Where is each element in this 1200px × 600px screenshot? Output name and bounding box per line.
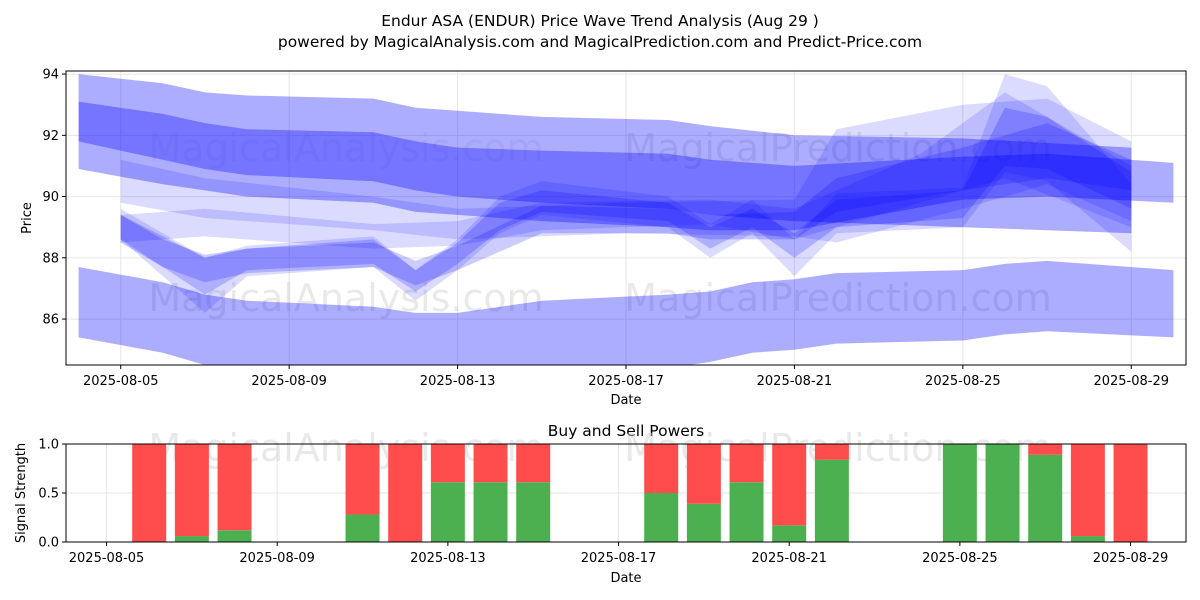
price-x-tick-label: 2025-08-17 [588,374,664,389]
signal-x-ticks: 2025-08-05 2025-08-09 2025-08-13 2025-08-17… [69,542,1169,566]
buy-bar [985,444,1020,542]
signal-x-tick-label: 2025-08-05 [69,551,145,566]
price-y-tick-label: 90 [42,190,59,205]
price-band-7 [120,107,1132,295]
price-band-6 [120,74,1132,313]
signal-x-tick-label: 2025-08-09 [239,551,315,566]
price-y-tick-label: 86 [42,313,59,328]
buy-bar [814,459,849,542]
buy-bar [686,503,721,542]
buy-bar [430,482,465,542]
price-band-2 [78,101,1174,231]
buy-bar [772,525,807,542]
signal-x-tick-label: 2025-08-17 [581,551,657,566]
sell-bar [217,444,252,531]
buy-bar [473,482,508,542]
buy-bar [644,493,679,542]
price-chart: MagicalAnalysis.com MagicalPrediction.co… [20,68,1187,408]
signal-chart: Buy and Sell Powers MagicalAnalysis.com … [14,422,1187,586]
signal-chart-title: Buy and Sell Powers [548,422,705,440]
sell-bar [1070,444,1105,537]
sell-bar [644,444,679,493]
price-x-tick-label: 2025-08-25 [925,374,1001,389]
signal-y-tick-label: 0.5 [38,487,59,502]
watermark-4: MagicalPrediction.com [624,276,1052,320]
price-y-axis-label: Price [20,202,35,234]
buy-bar [729,482,764,542]
price-y-tick-label: 92 [42,129,59,144]
price-band-1 [78,74,1132,234]
signal-bars [132,444,1148,542]
chart-subtitle: powered by MagicalAnalysis.com and Magic… [278,33,922,51]
price-bands [78,74,1174,365]
buy-bar [516,482,551,542]
price-y-tick-label: 94 [42,68,59,83]
watermark-3: MagicalAnalysis.com [148,276,543,320]
sell-bar [772,444,807,526]
signal-y-tick-label: 1.0 [38,438,59,453]
price-x-tick-label: 2025-08-09 [251,374,327,389]
price-x-axis-label: Date [610,393,641,408]
buy-bar [217,530,252,542]
sell-bar [132,444,167,542]
sell-bar [345,444,380,515]
sell-bar [473,444,508,483]
signal-x-tick-label: 2025-08-29 [1093,551,1169,566]
sell-bar [430,444,465,483]
price-y-ticks: 86 88 90 92 94 [42,68,66,328]
price-x-tick-label: 2025-08-21 [757,374,833,389]
signal-y-tick-label: 0.0 [38,536,59,551]
watermark-2: MagicalPrediction.com [624,126,1052,170]
signal-x-tick-label: 2025-08-13 [410,551,486,566]
price-band-4 [120,98,1132,243]
sell-bar [516,444,551,483]
price-band-5 [120,92,1132,249]
buy-bar [1028,454,1063,542]
price-y-tick-label: 88 [42,251,59,266]
price-x-ticks: 2025-08-05 2025-08-09 2025-08-13 2025-08-17… [83,365,1169,389]
price-x-tick-label: 2025-08-13 [420,374,496,389]
signal-x-tick-label: 2025-08-21 [751,551,827,566]
signal-x-tick-label: 2025-08-25 [922,551,998,566]
buy-bar [1070,536,1105,542]
buy-bar [345,514,380,542]
chart-title: Endur ASA (ENDUR) Price Wave Trend Analy… [381,12,819,30]
price-grid [66,71,1186,365]
price-band-3 [78,260,1174,365]
sell-bar [814,444,849,460]
price-band-8 [120,123,1132,286]
sell-bar [1028,444,1063,455]
price-x-tick-label: 2025-08-29 [1093,374,1169,389]
buy-bar [942,444,977,542]
buy-bar [174,536,209,542]
price-x-tick-label: 2025-08-05 [83,374,159,389]
watermark-1: MagicalAnalysis.com [148,126,543,170]
sell-bar [174,444,209,537]
sell-bar [388,444,423,542]
signal-y-ticks: 0.0 0.5 1.0 [38,438,66,551]
signal-x-axis-label: Date [610,571,641,586]
signal-y-axis-label: Signal Strength [14,443,29,543]
sell-bar [729,444,764,483]
sell-bar [1113,444,1148,542]
sell-bar [686,444,721,504]
